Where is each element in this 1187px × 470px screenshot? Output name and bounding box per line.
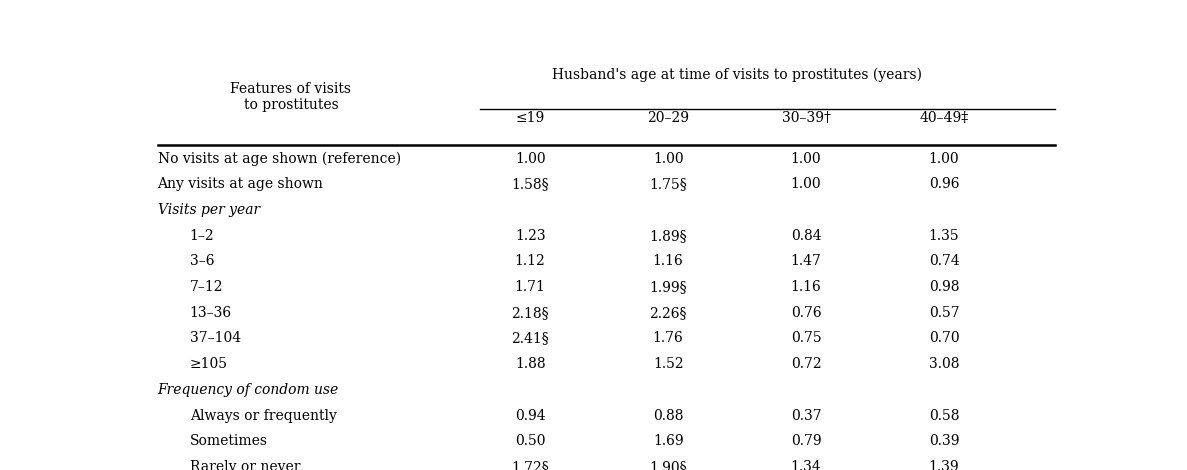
Text: 1.00: 1.00 <box>515 152 546 165</box>
Text: 2.18§: 2.18§ <box>512 306 548 320</box>
Text: 1.47: 1.47 <box>791 254 821 268</box>
Text: ≥105: ≥105 <box>190 357 228 371</box>
Text: 1.76: 1.76 <box>653 331 684 345</box>
Text: 1.00: 1.00 <box>928 152 959 165</box>
Text: Always or frequently: Always or frequently <box>190 408 337 423</box>
Text: 0.79: 0.79 <box>791 434 821 448</box>
Text: 0.57: 0.57 <box>928 306 959 320</box>
Text: 0.88: 0.88 <box>653 408 684 423</box>
Text: 0.37: 0.37 <box>791 408 821 423</box>
Text: 1.99§: 1.99§ <box>649 280 687 294</box>
Text: 1.16: 1.16 <box>791 280 821 294</box>
Text: Visits per year: Visits per year <box>158 203 260 217</box>
Text: 1.35: 1.35 <box>928 229 959 243</box>
Text: 3.08: 3.08 <box>929 357 959 371</box>
Text: 7–12: 7–12 <box>190 280 223 294</box>
Text: 2.41§: 2.41§ <box>512 331 550 345</box>
Text: ≤19: ≤19 <box>515 111 545 125</box>
Text: 1.00: 1.00 <box>791 177 821 191</box>
Text: 1.71: 1.71 <box>515 280 546 294</box>
Text: 0.50: 0.50 <box>515 434 545 448</box>
Text: Any visits at age shown: Any visits at age shown <box>158 177 323 191</box>
Text: 1.34: 1.34 <box>791 460 821 470</box>
Text: 0.74: 0.74 <box>928 254 959 268</box>
Text: 1–2: 1–2 <box>190 229 215 243</box>
Text: Features of visits
to prostitutes: Features of visits to prostitutes <box>230 82 351 112</box>
Text: 1.88: 1.88 <box>515 357 546 371</box>
Text: 1.58§: 1.58§ <box>512 177 548 191</box>
Text: 0.94: 0.94 <box>515 408 546 423</box>
Text: Frequency of condom use: Frequency of condom use <box>158 383 338 397</box>
Text: 0.72: 0.72 <box>791 357 821 371</box>
Text: 1.72§: 1.72§ <box>512 460 550 470</box>
Text: 0.76: 0.76 <box>791 306 821 320</box>
Text: 1.90§: 1.90§ <box>649 460 687 470</box>
Text: Rarely or never: Rarely or never <box>190 460 300 470</box>
Text: 30–39†: 30–39† <box>781 111 831 125</box>
Text: 0.39: 0.39 <box>929 434 959 448</box>
Text: 1.16: 1.16 <box>653 254 684 268</box>
Text: 0.75: 0.75 <box>791 331 821 345</box>
Text: 1.52: 1.52 <box>653 357 684 371</box>
Text: 1.23: 1.23 <box>515 229 546 243</box>
Text: 1.12: 1.12 <box>515 254 546 268</box>
Text: 1.69: 1.69 <box>653 434 684 448</box>
Text: 20–29: 20–29 <box>647 111 690 125</box>
Text: 0.58: 0.58 <box>929 408 959 423</box>
Text: 37–104: 37–104 <box>190 331 241 345</box>
Text: 2.26§: 2.26§ <box>649 306 687 320</box>
Text: 0.98: 0.98 <box>929 280 959 294</box>
Text: 0.70: 0.70 <box>928 331 959 345</box>
Text: 13–36: 13–36 <box>190 306 231 320</box>
Text: No visits at age shown (reference): No visits at age shown (reference) <box>158 152 401 166</box>
Text: 0.84: 0.84 <box>791 229 821 243</box>
Text: Sometimes: Sometimes <box>190 434 268 448</box>
Text: 1.00: 1.00 <box>653 152 684 165</box>
Text: 3–6: 3–6 <box>190 254 215 268</box>
Text: 40–49‡: 40–49‡ <box>920 111 969 125</box>
Text: 1.89§: 1.89§ <box>649 229 687 243</box>
Text: Husband's age at time of visits to prostitutes (years): Husband's age at time of visits to prost… <box>552 67 922 82</box>
Text: 1.75§: 1.75§ <box>649 177 687 191</box>
Text: 0.96: 0.96 <box>929 177 959 191</box>
Text: 1.39: 1.39 <box>928 460 959 470</box>
Text: 1.00: 1.00 <box>791 152 821 165</box>
